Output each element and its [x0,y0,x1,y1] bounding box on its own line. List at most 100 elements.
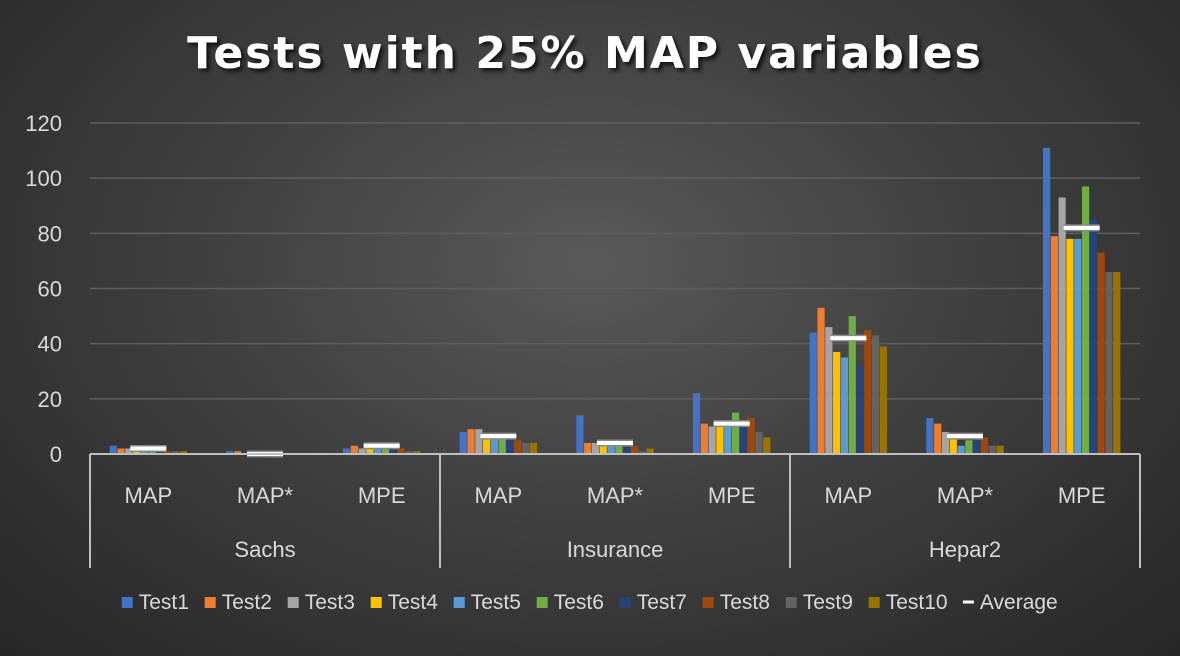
bar-test5 [724,426,732,454]
bar-test6 [965,440,973,454]
category-label: MAP [124,483,172,508]
bar-test6 [381,448,390,454]
average-markers [130,224,1100,458]
bar-test8 [864,329,872,454]
bar-test9 [1105,271,1113,454]
legend-label: Test4 [388,591,439,614]
bar-test7 [856,365,864,454]
legend-label: Test9 [803,591,853,614]
legend-swatch-test5 [453,597,465,608]
category-label: MPE [1058,483,1106,508]
legend-swatch-test10 [868,597,880,608]
legend-swatch-test1 [121,597,133,608]
bar-test3 [475,429,483,454]
bar-test7 [623,445,631,454]
legend-swatch-test8 [702,597,714,608]
bar-test4 [1066,238,1074,454]
bar-test3 [708,426,716,454]
bar-test8 [397,448,405,454]
bar-test10 [996,445,1004,454]
bar-test9 [405,451,413,454]
bar-test9 [872,335,880,454]
bar-test10 [646,448,654,454]
group-label: Sachs [234,537,295,562]
bar-test1 [342,448,351,454]
bar-test5 [957,445,965,454]
gridlines [90,122,1140,400]
legend-label: Test1 [139,591,189,614]
bar-test5 [490,437,499,454]
group-label: Hepar2 [929,537,1001,562]
bar-test1 [926,418,934,454]
bar-test10 [879,346,888,454]
y-tick-label: 80 [38,221,62,246]
legend-swatch-test9 [785,597,797,608]
bar-test3 [125,448,133,454]
category-label: MAP [824,483,872,508]
chart-title: Tests with 25% MAP variables [187,28,983,79]
bar-test4 [833,351,841,454]
y-tick-label: 40 [38,332,62,357]
bar-test5 [607,445,615,454]
bar-test6 [1081,186,1090,455]
legend-label: Test2 [222,591,272,614]
bar-test4 [599,442,607,454]
y-tick-label: 20 [38,387,62,412]
bar-test4 [366,448,374,454]
bar-test2 [934,423,942,454]
bar-test9 [172,451,180,454]
bar-test4 [949,434,957,454]
legend-swatch-test3 [287,597,299,608]
bar-test2 [584,442,592,454]
bar-test1 [1042,147,1051,454]
bar-test1 [809,332,817,454]
category-label: MAP* [937,483,994,508]
bar-test9 [522,442,530,454]
legend-label: Test3 [305,591,355,614]
legend-swatch-test6 [536,597,548,608]
bar-test8 [980,437,989,454]
bar-test5 [1074,238,1082,454]
y-tick-label: 60 [38,277,62,302]
bar-test5 [140,451,149,454]
bar-test2 [234,451,242,454]
bar-test10 [179,451,188,454]
bar-test10 [763,437,771,454]
bar-test8 [514,440,522,454]
bar-test8 [164,451,172,454]
bar-test8 [1097,252,1105,454]
legend-label: Test6 [554,591,604,614]
y-tick-label: 0 [50,442,62,467]
y-tick-label: 100 [25,166,62,191]
bar-test2 [700,423,708,454]
bars [109,147,1121,455]
y-tick-label: 120 [25,111,62,136]
bar-test8 [630,445,639,454]
bar-test6 [498,434,506,454]
bar-test7 [973,437,981,454]
legend: Test1 Test2 Test3 Test4 Test5 Test6 Test7 Test8… [121,591,1058,614]
bar-test9 [988,445,996,454]
legend-label: Average [980,591,1058,614]
category-label: MAP [474,483,522,508]
bar-test3 [358,448,366,454]
bar-test1 [459,431,467,454]
bar-test10 [413,451,421,454]
bar-test4 [716,426,724,454]
category-label: MAP* [587,483,644,508]
bar-test2 [817,307,825,454]
bar-test1 [109,445,117,454]
bar-test8 [747,418,755,454]
bar-test10 [1113,271,1121,454]
legend-label: Test8 [720,591,770,614]
bar-test9 [638,451,646,454]
category-label: MPE [708,483,756,508]
y-axis: 0 20 40 60 80 100 120 [25,111,62,467]
bar-test6 [731,412,740,454]
bar-test7 [739,426,747,454]
bar-test2 [467,429,475,454]
bar-test5 [374,448,382,454]
group-label: Insurance [567,537,664,562]
bar-test3 [941,431,950,454]
